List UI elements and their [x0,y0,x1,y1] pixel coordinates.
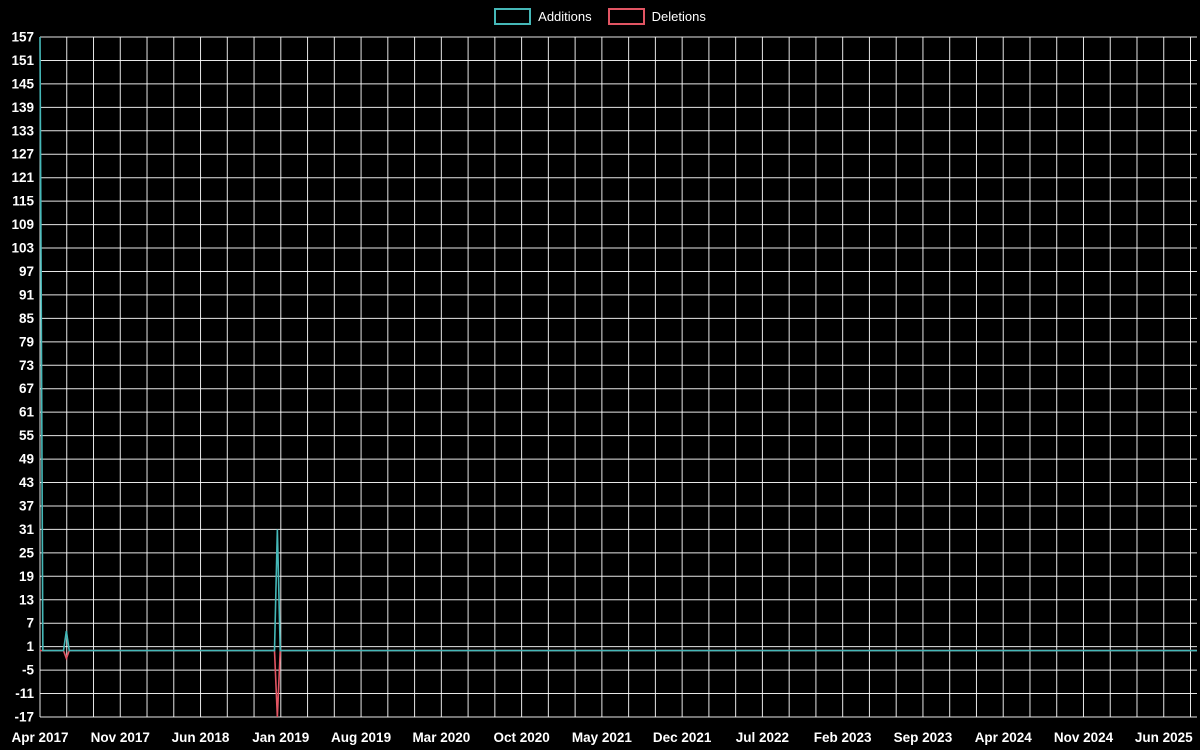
y-tick-label: 1 [26,639,34,654]
chart-legend: Additions Deletions [0,8,1200,25]
y-tick-label: -11 [15,686,34,701]
x-tick-label: Jan 2019 [252,730,309,745]
y-tick-label: 151 [11,53,34,68]
legend-item-deletions[interactable]: Deletions [607,8,706,25]
y-tick-label: 67 [19,381,34,396]
legend-label-deletions: Deletions [651,9,706,24]
y-tick-label: -17 [14,710,34,725]
y-tick-label: 133 [11,123,34,138]
additions-swatch [494,8,532,25]
y-tick-label: 157 [11,30,34,45]
y-tick-label: 7 [26,616,34,631]
legend-label-additions: Additions [538,9,592,24]
x-tick-label: Sep 2023 [894,730,953,745]
y-tick-label: 145 [11,76,34,91]
y-tick-label: 85 [19,311,35,326]
x-tick-label: Feb 2023 [814,730,872,745]
series-line-deletions [40,649,1197,718]
y-tick-label: 19 [19,569,34,584]
x-tick-label: Apr 2024 [975,730,1033,745]
x-tick-label: Nov 2024 [1054,730,1114,745]
x-tick-label: Jun 2018 [172,730,230,745]
y-tick-label: 97 [19,264,34,279]
y-tick-label: 139 [11,100,34,115]
x-tick-label: Aug 2019 [331,730,391,745]
y-tick-label: 109 [11,217,34,232]
x-tick-label: Mar 2020 [412,730,470,745]
y-tick-label: 79 [19,334,34,349]
y-tick-label: 31 [19,522,35,537]
y-tick-label: 43 [19,475,35,490]
x-tick-label: Oct 2020 [493,730,549,745]
legend-item-additions[interactable]: Additions [494,8,592,25]
y-tick-label: 121 [11,170,34,185]
y-tick-label: 103 [11,241,34,256]
x-tick-label: Jul 2022 [736,730,789,745]
y-tick-label: 61 [19,405,35,420]
y-tick-label: 73 [19,358,35,373]
y-tick-label: 25 [19,545,35,560]
y-tick-label: 91 [19,287,35,302]
y-tick-label: -5 [22,663,34,678]
y-tick-label: 55 [19,428,35,443]
deletions-swatch [607,8,645,25]
x-tick-label: Nov 2017 [91,730,150,745]
y-tick-label: 37 [19,498,34,513]
y-tick-label: 127 [11,147,34,162]
x-tick-label: Apr 2017 [11,730,68,745]
x-tick-label: Jun 2025 [1135,730,1193,745]
series-line-additions [39,36,1197,652]
x-tick-label: Dec 2021 [653,730,712,745]
y-tick-label: 49 [19,452,34,467]
y-tick-label: 13 [19,592,35,607]
x-tick-label: May 2021 [572,730,633,745]
y-tick-label: 115 [12,194,34,209]
